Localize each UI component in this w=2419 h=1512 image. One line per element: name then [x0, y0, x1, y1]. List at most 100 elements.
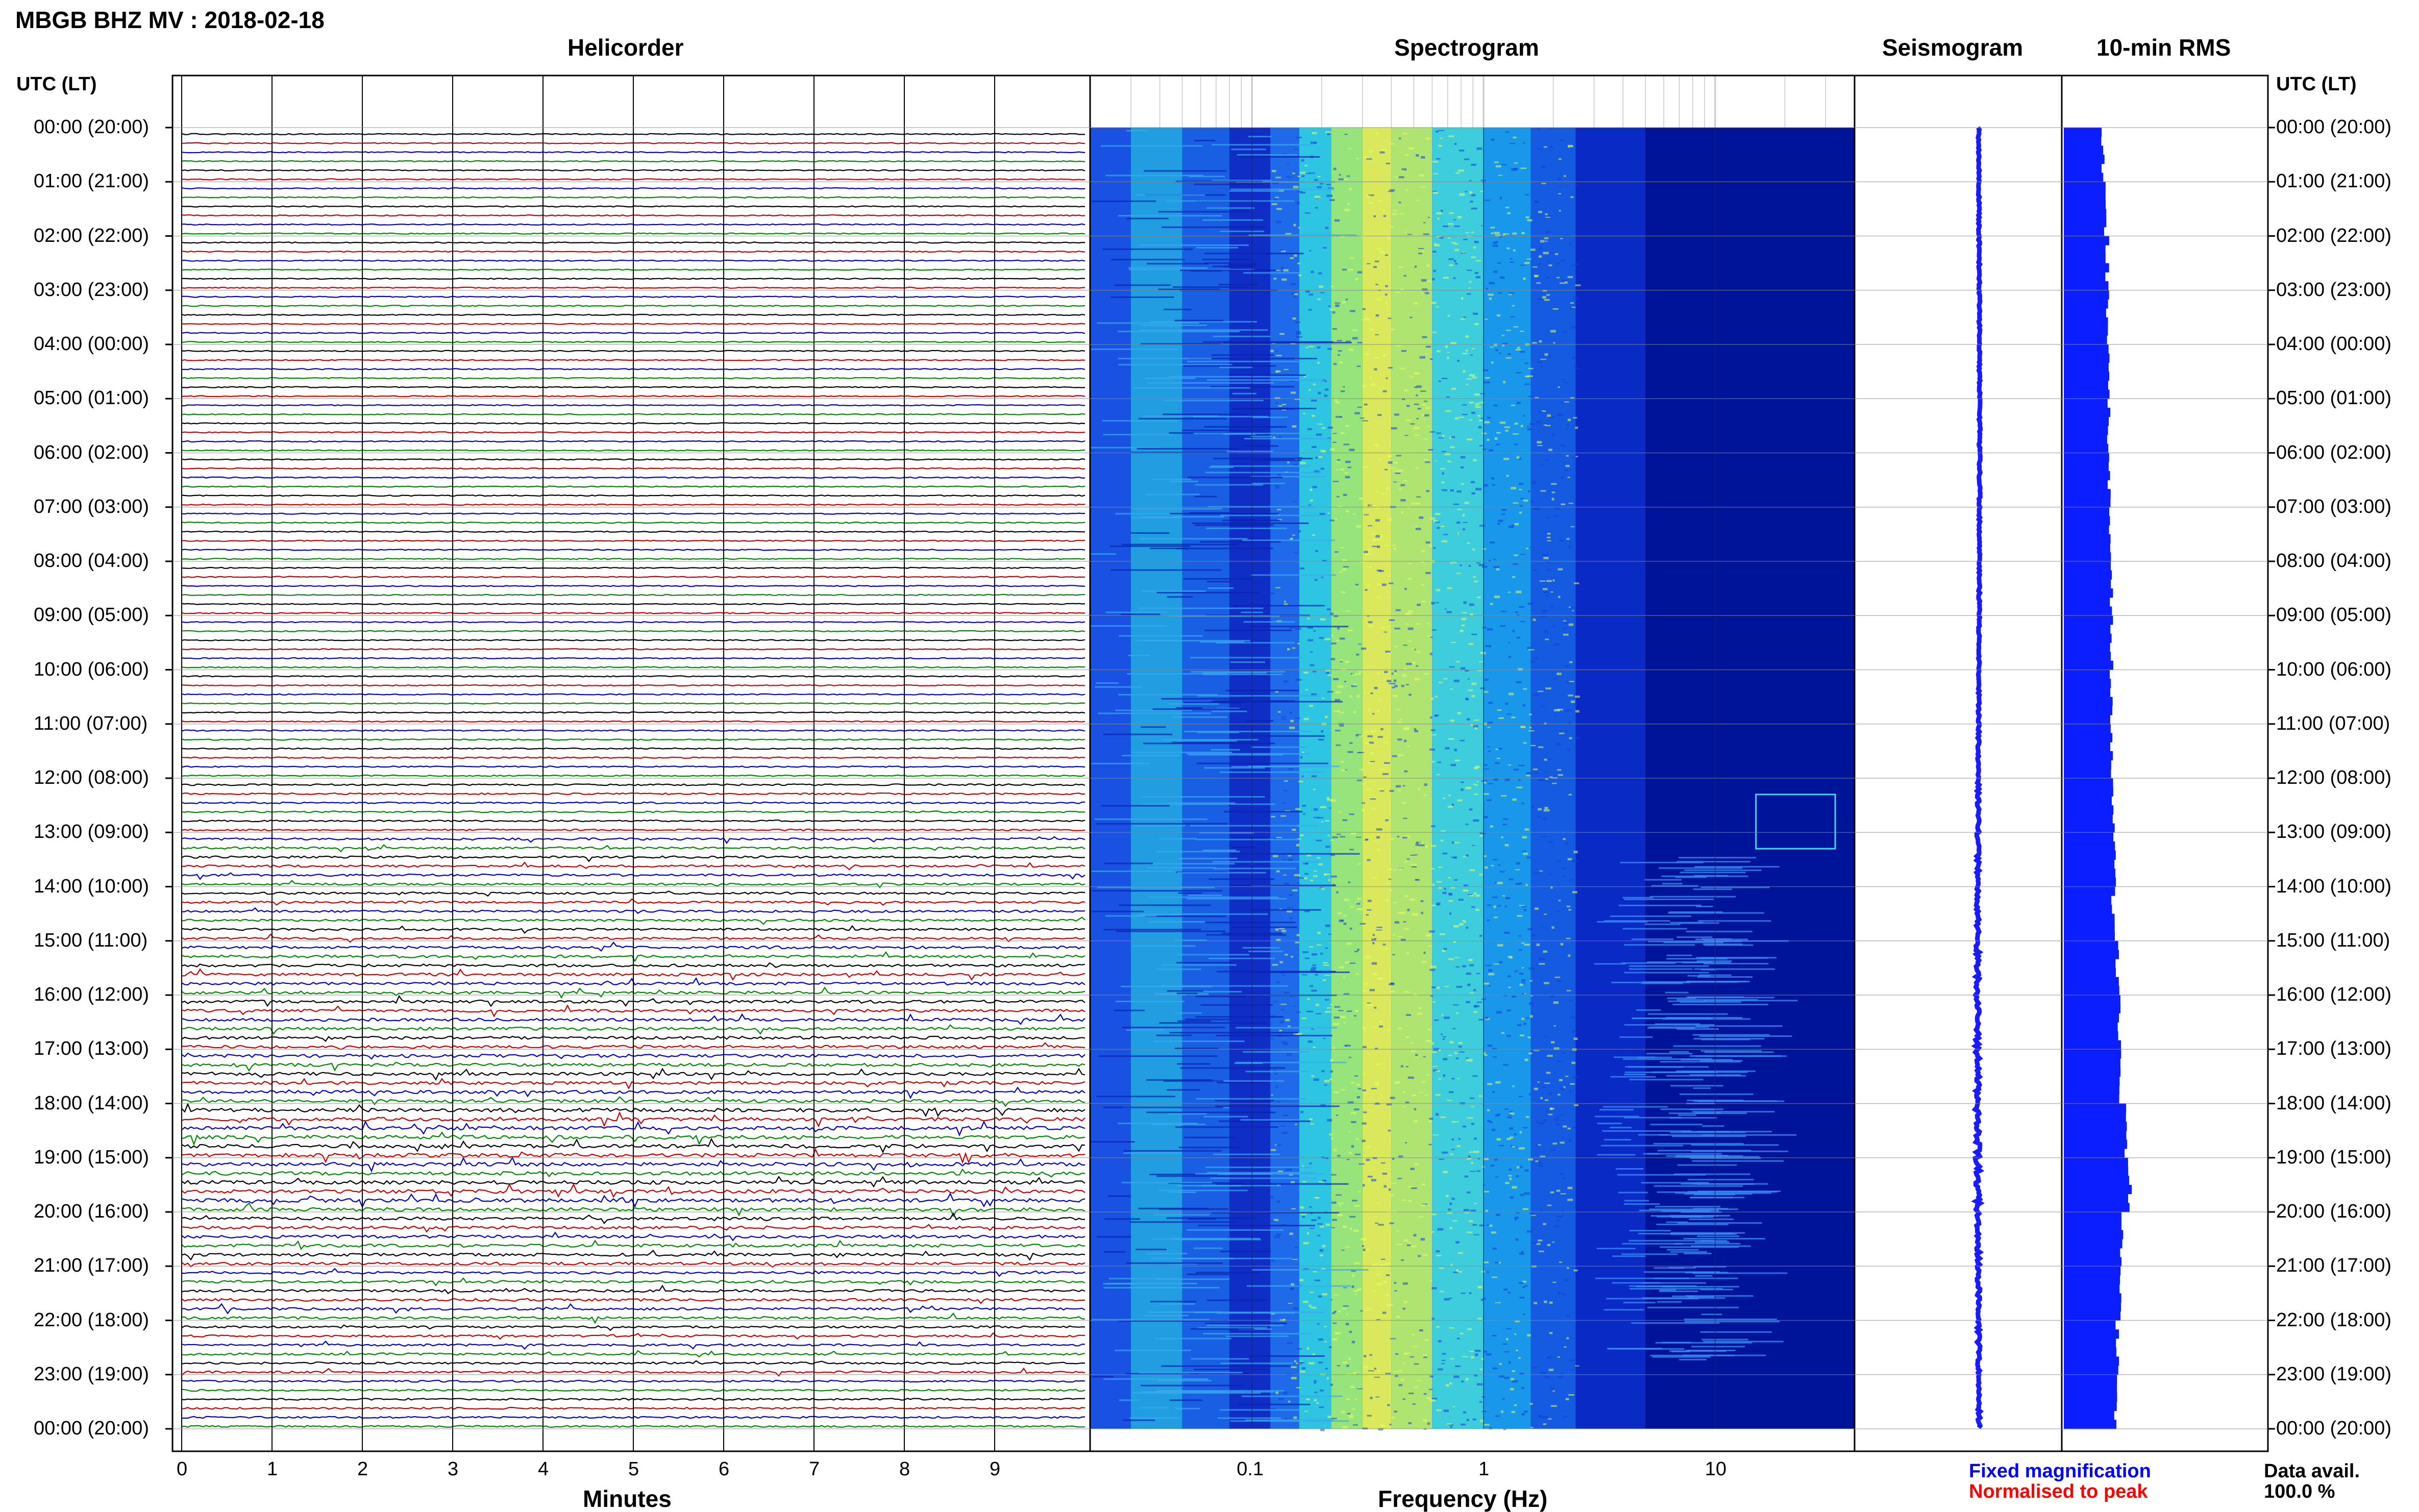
spectrogram-speckle [1276, 837, 1282, 838]
spectrogram-streak [1097, 322, 1199, 324]
spectrogram-speckle [1512, 576, 1515, 578]
spectrogram-speckle [1284, 601, 1287, 603]
spectrogram-speckle [1347, 1414, 1352, 1416]
spectrogram-speckle [1300, 1213, 1306, 1216]
spectrogram-speckle [1379, 251, 1385, 254]
spectrogram-speckle [1451, 1198, 1455, 1200]
spectrogram-event-streak [1612, 1282, 1661, 1284]
spectrogram-speckle [1542, 554, 1548, 556]
spectrogram-speckle [1527, 928, 1533, 931]
spectrogram-streak [1243, 272, 1300, 274]
spectrogram-event-streak [1694, 968, 1775, 970]
spectrogram-speckle [1293, 1033, 1300, 1035]
spectrogram-streak [1096, 823, 1228, 825]
spectrogram-speckle [1317, 1217, 1321, 1219]
spectrogram-speckle [1327, 1119, 1332, 1122]
spectrogram-speckle [1556, 1060, 1563, 1062]
spectrogram-speckle [1333, 363, 1337, 365]
spectrogram-speckle [1418, 253, 1422, 255]
spectrogram-speckle [1552, 645, 1556, 647]
spectrogram-speckle [1463, 1411, 1466, 1414]
spectrogram-speckle [1363, 1248, 1366, 1251]
spectrogram-speckle [1376, 1274, 1381, 1276]
spectrogram-speckle [1447, 460, 1451, 462]
spectrogram-speckle [1545, 216, 1550, 218]
spectrogram-speckle [1465, 191, 1468, 192]
spectrogram-speckle [1473, 1151, 1479, 1153]
spectrogram-speckle [1398, 935, 1403, 937]
spectrogram-streak [1204, 253, 1304, 255]
spectrogram-speckle [1392, 755, 1397, 757]
hour-label-left: 07:00 (03:00) [34, 495, 150, 517]
spectrogram-speckle [1538, 211, 1543, 213]
spectrogram-speckle [1575, 427, 1578, 429]
spectrogram-speckle [1375, 491, 1379, 493]
spectrogram-speckle [1515, 1146, 1517, 1148]
spectrogram-streak [1248, 950, 1283, 952]
spectrogram-speckle [1287, 461, 1290, 464]
spectrogram-speckle [1570, 1083, 1575, 1085]
spectrogram-speckle [1493, 566, 1499, 568]
spectrogram-speckle [1523, 742, 1527, 744]
spectrogram-event-streak [1696, 905, 1713, 907]
spectrogram-speckle [1505, 430, 1509, 432]
spectrogram-speckle [1362, 420, 1368, 422]
spectrogram-speckle [1492, 1367, 1497, 1370]
spectrogram-speckle [1314, 1380, 1317, 1382]
spectrogram-speckle [1319, 183, 1323, 185]
spectrogram-speckle [1562, 279, 1568, 282]
spectrogram-speckle [1414, 1163, 1419, 1166]
spectrogram-speckle [1310, 488, 1313, 491]
spectrogram-speckle [1285, 954, 1288, 956]
spectrogram-speckle [1490, 825, 1493, 828]
spectrogram-speckle [1311, 693, 1317, 696]
spectrogram-speckle [1430, 845, 1437, 847]
spectrogram-streak [1116, 1000, 1184, 1002]
spectrogram-speckle [1485, 645, 1492, 648]
spectrogram-speckle [1572, 891, 1577, 894]
spectrogram-event-streak [1696, 1235, 1740, 1237]
spectrogram-speckle [1565, 382, 1568, 383]
spectrogram-speckle [1346, 943, 1352, 945]
spectrogram-event-streak [1660, 1246, 1739, 1248]
spectrogram-speckle [1342, 1226, 1347, 1228]
spectrogram-speckle [1385, 302, 1388, 305]
spectrogram-speckle [1480, 1420, 1484, 1422]
spectrogram-speckle [1426, 490, 1429, 492]
spectrogram-speckle [1535, 1160, 1539, 1162]
spectrogram-speckle [1496, 757, 1500, 759]
spectrogram-streak [1187, 360, 1302, 362]
spectrogram-speckle [1405, 624, 1409, 625]
spectrogram-speckle [1346, 1313, 1349, 1315]
spectrogram-speckle [1436, 130, 1439, 133]
spectrogram-speckle [1530, 995, 1533, 997]
spectrogram-speckle [1366, 263, 1371, 264]
spectrogram-streak [1187, 898, 1287, 900]
spectrogram-speckle [1474, 1005, 1477, 1008]
spectrogram-streak [1202, 219, 1264, 221]
spectrogram-speckle [1545, 517, 1550, 518]
spectrogram-speckle [1520, 621, 1525, 623]
spectrogram-speckle [1551, 1041, 1555, 1044]
spectrogram-speckle [1283, 417, 1289, 419]
spectrogram-speckle [1479, 874, 1483, 876]
spectrogram-speckle [1433, 269, 1436, 272]
spectrogram-streak [1143, 803, 1275, 805]
spectrogram-speckle [1510, 1196, 1514, 1199]
spectrogram-speckle [1439, 236, 1444, 239]
spectrogram-streak [1144, 170, 1227, 172]
spectrogram-speckle [1523, 909, 1526, 911]
rms-bar [2064, 1383, 2117, 1393]
spectrogram-streak [1187, 1273, 1229, 1275]
spectrogram-speckle [1348, 148, 1352, 150]
spectrogram-speckle [1406, 507, 1412, 508]
rms-bar [2064, 1356, 2119, 1366]
spectrogram-streak [1175, 1126, 1278, 1128]
spectrogram-event-streak [1657, 1216, 1702, 1218]
spectrogram-streak [1163, 400, 1264, 402]
spectrogram-event-streak [1639, 1209, 1719, 1211]
spectrogram-speckle [1274, 397, 1280, 400]
spectrogram-speckle [1405, 684, 1410, 686]
spectrogram-speckle [1524, 1058, 1528, 1061]
spectrogram-speckle [1478, 419, 1482, 422]
